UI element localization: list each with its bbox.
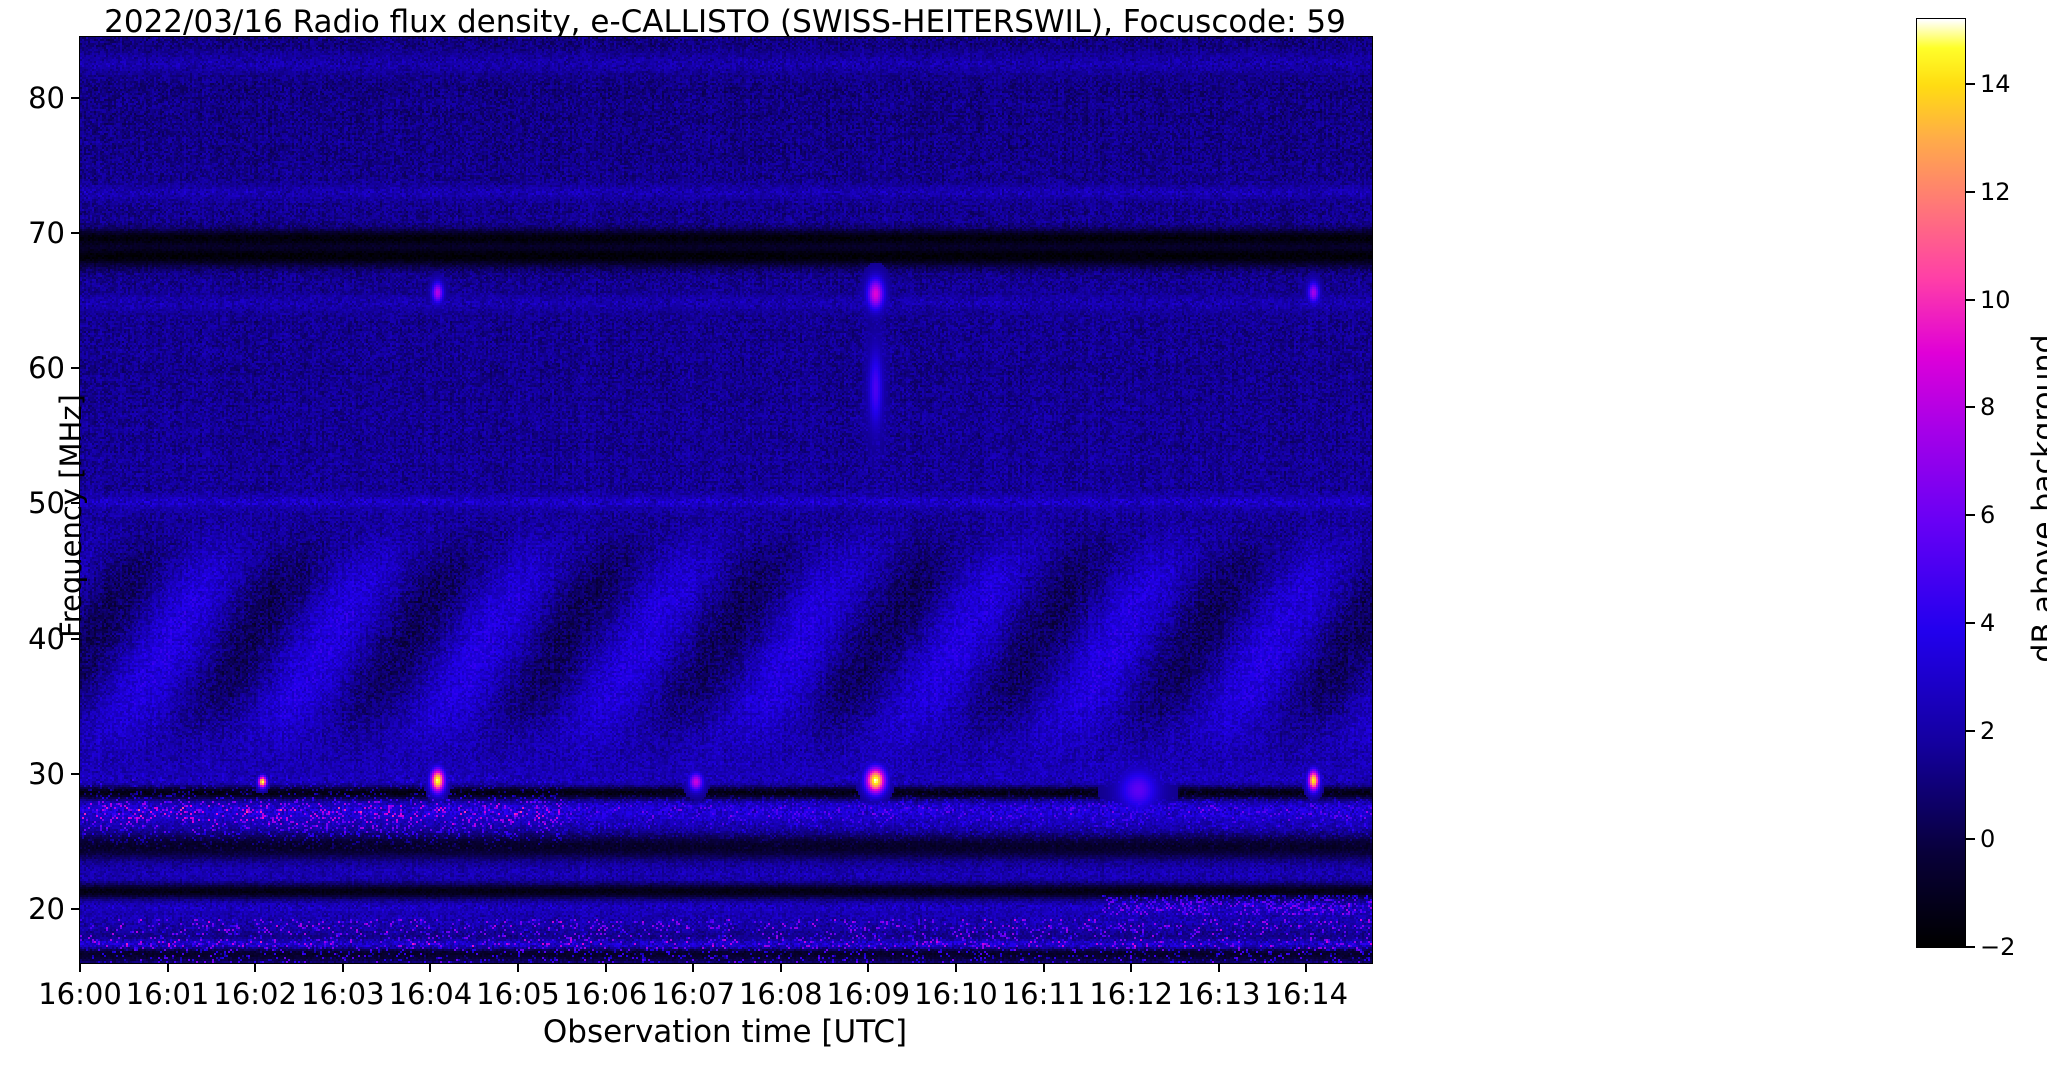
x-tick-label-1604: 16:04	[388, 977, 473, 1011]
colorbar-ticks: 14 12 10 8 6 4 2 0 −2	[1964, 0, 2047, 1067]
x-tick-label-1607: 16:07	[651, 977, 735, 1011]
y-tick-label-50: 50	[28, 486, 65, 521]
colorbar-tick-label--2: −2	[1980, 933, 2016, 961]
x-tick-mark	[254, 963, 257, 972]
x-tick-mark	[692, 963, 695, 972]
colorbar-tick-label-8: 8	[1980, 393, 1996, 422]
colorbar-tick-label-0: 0	[1980, 825, 1996, 854]
x-tick-label-1612: 16:12	[1089, 977, 1173, 1011]
y-tick-label-30: 30	[28, 756, 65, 791]
y-tick-mark	[71, 232, 79, 234]
x-tick-mark	[516, 963, 519, 972]
colorbar-tick-mark	[1966, 730, 1975, 733]
y-tick-mark	[71, 637, 79, 640]
x-tick-label-1600: 16:00	[38, 977, 122, 1011]
page-title: 2022/03/16 Radio flux density, e-CALLIST…	[104, 4, 1346, 40]
colorbar-tick-mark	[1966, 622, 1975, 625]
x-tick-label-1602: 16:02	[213, 977, 297, 1011]
x-tick-label-1613: 16:13	[1176, 977, 1261, 1011]
x-tick-label-1614: 16:14	[1264, 977, 1349, 1011]
y-tick-mark	[71, 907, 79, 910]
colorbar-tick-label-6: 6	[1980, 501, 1996, 530]
y-tick-label-40: 40	[28, 621, 65, 656]
y-tick-label-70: 70	[28, 216, 65, 250]
x-tick-label-1609: 16:09	[826, 977, 911, 1011]
x-tick-label-1601: 16:01	[125, 977, 210, 1011]
spectrogram-heatmap[interactable]	[80, 37, 1372, 963]
x-tick-mark	[1042, 963, 1045, 972]
colorbar-tick-label-14: 14	[1980, 69, 2011, 98]
colorbar-gradient	[1917, 19, 1965, 947]
x-axis-label: Observation time [UTC]	[542, 1014, 908, 1050]
x-tick-label-1603: 16:03	[300, 977, 385, 1011]
x-tick-mark	[166, 963, 169, 972]
colorbar[interactable]	[1916, 18, 1966, 948]
x-tick-mark	[867, 963, 870, 972]
x-tick-mark	[604, 963, 607, 972]
colorbar-tick-mark	[1966, 82, 1975, 85]
colorbar-tick-label-4: 4	[1980, 609, 1996, 638]
colorbar-tick-mark	[1966, 838, 1975, 841]
x-tick-mark	[1217, 963, 1220, 972]
x-tick-mark	[1305, 963, 1308, 972]
y-axis-label: Frequency [MHz]	[54, 394, 88, 638]
x-tick-mark	[429, 963, 432, 972]
x-tick-label-1610: 16:10	[914, 977, 998, 1011]
x-tick-mark	[1130, 963, 1133, 972]
x-tick-mark	[79, 963, 81, 972]
y-axis-ticks: 80 70 60 50 40 30 20	[0, 0, 79, 1067]
spectrogram-plot-area[interactable]	[79, 36, 1373, 964]
colorbar-label: dB above background	[2026, 334, 2047, 663]
y-tick-mark	[71, 502, 79, 505]
x-tick-label-1611: 16:11	[1001, 977, 1086, 1011]
colorbar-tick-mark	[1966, 514, 1975, 517]
y-tick-mark	[71, 772, 79, 775]
x-tick-mark	[341, 963, 344, 972]
y-tick-label-60: 60	[28, 351, 65, 386]
x-tick-mark	[954, 963, 957, 972]
x-tick-label-1608: 16:08	[738, 977, 823, 1011]
colorbar-tick-mark	[1966, 946, 1975, 948]
y-tick-label-20: 20	[28, 891, 65, 926]
colorbar-tick-mark	[1966, 406, 1975, 409]
colorbar-tick-label-2: 2	[1980, 717, 1996, 746]
colorbar-tick-label-10: 10	[1980, 285, 2011, 314]
x-tick-label-1605: 16:05	[476, 977, 560, 1011]
y-tick-mark	[71, 367, 79, 370]
x-axis-ticks: 16:00 16:01 16:02 16:03 16:04 16:05 16:06 16:07…	[0, 963, 2047, 1023]
x-tick-mark	[779, 963, 782, 972]
y-tick-mark	[71, 96, 79, 99]
colorbar-tick-mark	[1966, 298, 1975, 301]
colorbar-tick-mark	[1966, 190, 1975, 193]
x-tick-label-1606: 16:06	[563, 977, 648, 1011]
y-tick-label-80: 80	[28, 80, 65, 115]
colorbar-tick-label-12: 12	[1980, 177, 2011, 206]
